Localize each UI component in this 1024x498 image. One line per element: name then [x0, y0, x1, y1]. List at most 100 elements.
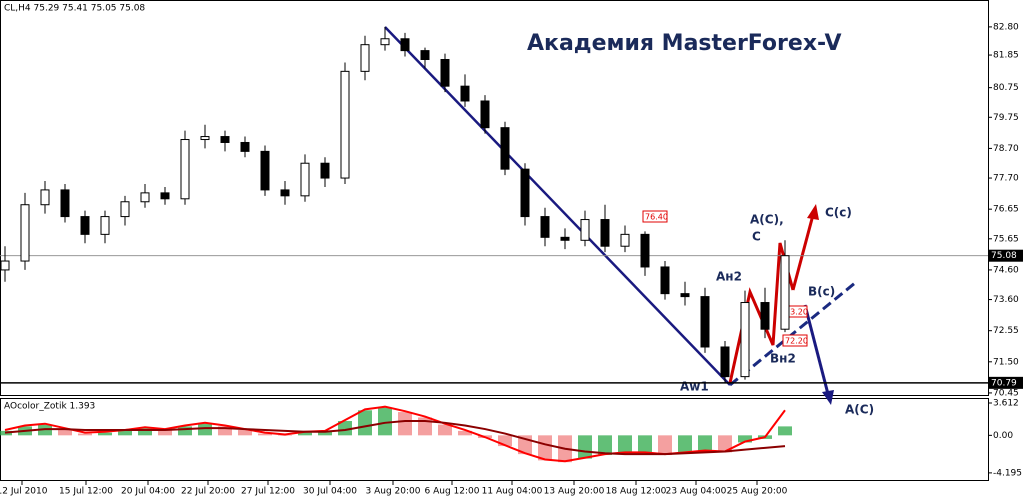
candle-body [760, 302, 770, 330]
x-tick-label: 13 Aug 20:00 [544, 487, 605, 497]
y-tick-label: 77.70 [993, 174, 1019, 184]
histogram-bar [458, 430, 472, 436]
histogram-bar [398, 412, 412, 436]
histogram-bar [138, 428, 152, 436]
price-flag: 73.20 [785, 308, 808, 317]
candle-body [180, 139, 190, 200]
wave-arrow [791, 214, 815, 291]
histogram-bar [298, 432, 312, 436]
histogram-bar [658, 435, 672, 456]
y-tick-label: 76.65 [993, 205, 1019, 215]
y-tick-label: 70.45 [993, 388, 1019, 398]
y-tick-label: 79.75 [993, 113, 1019, 123]
y-tick-label: 81.85 [993, 51, 1019, 61]
price-tag [988, 249, 1023, 262]
y-tick-label: 78.70 [993, 144, 1019, 154]
candle-body [120, 201, 130, 218]
candle-body [620, 233, 630, 247]
price-tag-label: 70.79 [991, 378, 1017, 388]
price-flag-box [782, 334, 808, 347]
candle-body [480, 100, 490, 129]
candle-body [260, 150, 270, 191]
candle-body [700, 296, 710, 348]
price-flag-box [642, 210, 668, 223]
x-tick-label: 15 Jul 12:00 [59, 487, 113, 497]
histogram-bar [258, 433, 272, 436]
x-tick-label: 30 Jul 04:00 [303, 487, 357, 497]
histogram-bar [638, 435, 652, 454]
candle-body [520, 168, 530, 218]
candle-body [160, 192, 170, 200]
histogram-bar [118, 430, 132, 436]
y-tick-label: 71.50 [993, 357, 1019, 367]
histogram-bar [278, 435, 292, 436]
histogram-bar [598, 435, 612, 456]
y-tick-label: 3.612 [993, 399, 1019, 409]
histogram-bar [738, 435, 752, 443]
histogram-bar [578, 435, 592, 459]
y-tick-label: 0.00 [993, 431, 1013, 441]
candle-body [400, 38, 410, 52]
y-tick-label: -4.195 [993, 468, 1022, 478]
candle-body [100, 216, 110, 235]
histogram-bar [158, 429, 172, 436]
histogram-bar [498, 435, 512, 447]
candle-body [580, 219, 590, 241]
x-tick-label: 3 Aug 20:00 [366, 487, 421, 497]
candle-body [280, 189, 290, 197]
histogram-bar [338, 421, 352, 436]
candle-body [640, 233, 650, 268]
candle-body [360, 44, 370, 72]
arrow-head [807, 204, 819, 220]
histogram-bar [198, 423, 212, 436]
histogram-bar [178, 426, 192, 436]
candle-body [320, 162, 330, 179]
candle-body [500, 127, 510, 170]
histogram-bar [618, 435, 632, 454]
candle-body [300, 162, 310, 197]
histogram-bar [678, 435, 692, 454]
x-tick-label: 18 Aug 12:00 [606, 487, 667, 497]
x-tick-label: 11 Aug 04:00 [482, 487, 543, 497]
candle-body [560, 236, 570, 241]
candle-body [600, 219, 610, 247]
wave-arrow [803, 304, 830, 395]
candle-body [540, 216, 550, 238]
y-tick-label: 75.65 [993, 234, 1019, 244]
histogram-bar [698, 435, 712, 452]
candle-body [40, 189, 50, 206]
annotation: Aw1 [680, 380, 709, 394]
annotation: Вн2 [770, 352, 796, 366]
arrow-head [822, 390, 834, 405]
y-tick-label: 72.55 [993, 326, 1019, 336]
histogram-bar [378, 407, 392, 436]
candle-body [0, 260, 10, 271]
x-tick-label: 27 Jul 12:00 [241, 487, 295, 497]
annotation: A(C), [750, 213, 784, 227]
x-tick-label: 6 Aug 12:00 [425, 487, 480, 497]
annotation: B(c) [808, 285, 835, 299]
x-tick-label: 23 Aug 04:00 [666, 487, 727, 497]
candle-body [420, 50, 430, 60]
histogram-bar [358, 410, 372, 436]
histogram-bar [238, 429, 252, 436]
histogram-bar [718, 435, 732, 453]
histogram-bar [538, 435, 552, 461]
histogram-bar [98, 432, 112, 436]
histogram-bar [778, 426, 792, 436]
y-tick-label: 80.75 [993, 83, 1019, 93]
candle-body [220, 136, 230, 143]
histogram-bar [218, 426, 232, 436]
histogram-bar [318, 431, 332, 436]
candle-body [720, 346, 730, 378]
indicator-title: AOcolor_Zotik 1.393 [4, 402, 95, 412]
indicator-panel [0, 398, 989, 481]
candle-body [380, 38, 390, 46]
x-tick-label: 12 Jul 2010 [0, 487, 48, 497]
annotation: A(C) [845, 403, 874, 417]
y-tick-label: 82.80 [993, 22, 1019, 32]
y-tick-label: 73.60 [993, 295, 1019, 305]
histogram-bar [58, 429, 72, 436]
annotation: C(c) [825, 206, 852, 220]
